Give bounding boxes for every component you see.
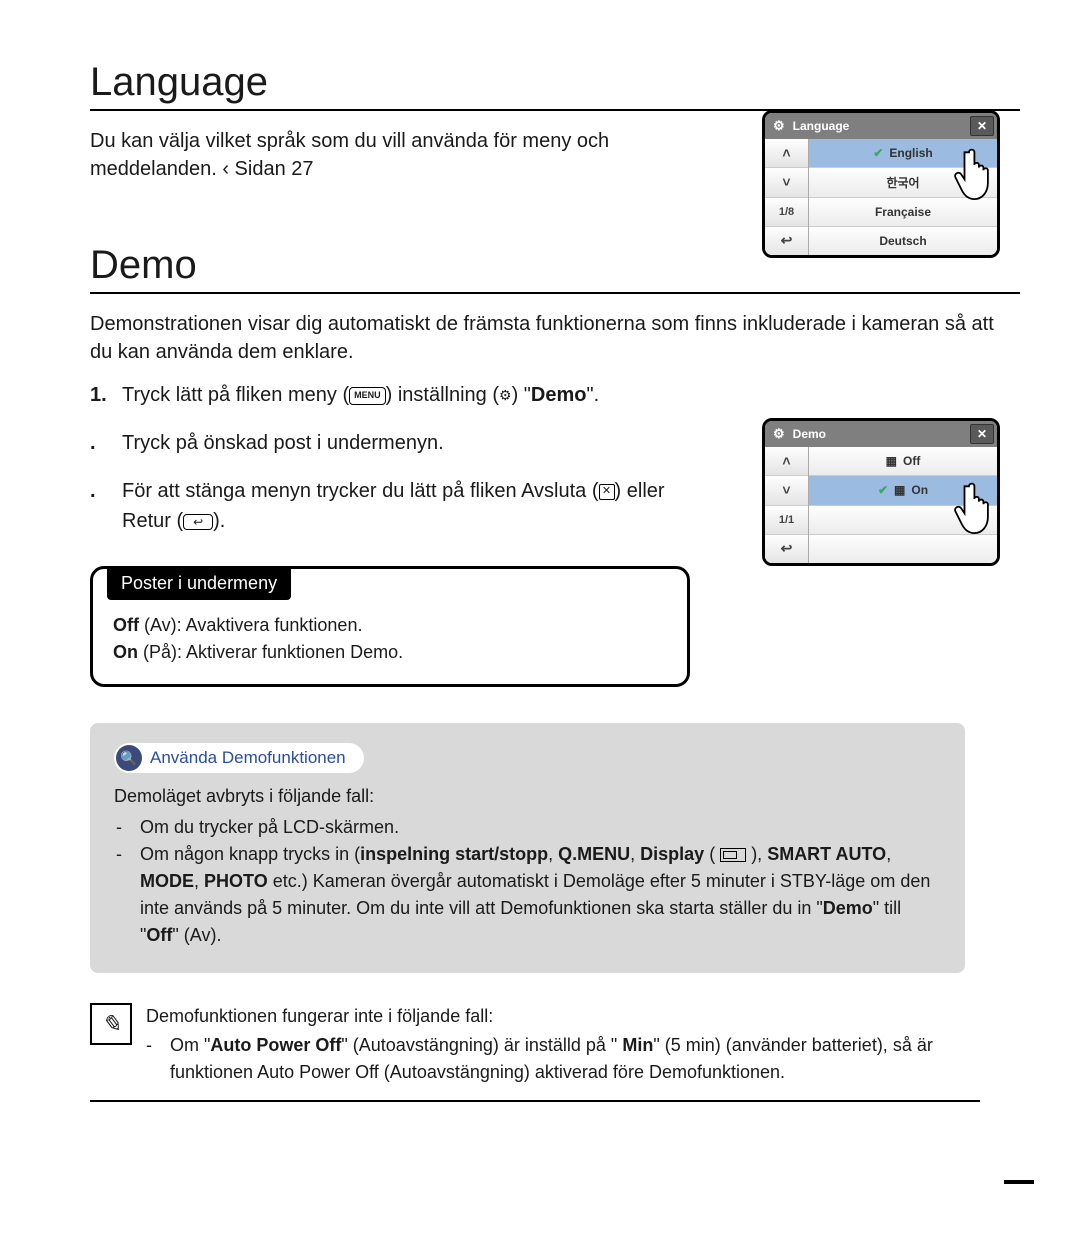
language-option-label: 한국어 — [886, 174, 919, 191]
language-screen-list: ✔ English 한국어 Française Deutsch — [809, 139, 997, 255]
note-bullet: - Om "Auto Power Off" (Autoavstängning) … — [146, 1032, 980, 1086]
submenu-heading: Poster i undermeny — [107, 567, 291, 600]
demo-option[interactable]: ✔ ▦ On — [809, 476, 997, 505]
language-screen-title: Language — [793, 119, 850, 133]
demo-screen-leftcol: ˄ ˅ 1/1 ↩ — [765, 447, 809, 563]
note-row: ✎ Demofunktionen fungerar inte i följand… — [90, 1003, 980, 1102]
display-icon — [720, 848, 746, 862]
submenu-off-line: Off (Av): Avaktivera funktionen. — [113, 612, 667, 639]
demo-steps: 1. Tryck lätt på fliken meny (MENU) inst… — [90, 380, 710, 536]
language-screen-body: ˄ ˅ 1/8 ↩ ✔ English 한국어 Française Deutsch — [765, 139, 997, 255]
language-option-label: English — [889, 146, 932, 160]
page-end-bar — [1004, 1180, 1034, 1184]
tip-pill-text: Använda Demofunktionen — [150, 748, 346, 768]
submenu-on-line: On (På): Aktiverar funktionen Demo. — [113, 639, 667, 666]
close-icon[interactable]: ✕ — [970, 424, 994, 444]
return-button[interactable]: ↩ — [765, 535, 808, 563]
tip-text: Demoläget avbryts i följande fall: -Om d… — [114, 783, 941, 949]
demo-intro: Demonstrationen visar dig automatiskt de… — [90, 310, 1020, 366]
step-1: 1. Tryck lätt på fliken meny (MENU) inst… — [90, 380, 710, 410]
language-option[interactable]: ✔ English — [809, 139, 997, 168]
language-title: Language — [90, 60, 1020, 111]
tip-line: Demoläget avbryts i följande fall: — [114, 783, 941, 810]
step-text: Tryck lätt på fliken meny (MENU) inställ… — [122, 380, 599, 410]
gear-icon: ⚙ — [773, 118, 785, 134]
step-text: Tryck på önskad post i undermenyn. — [122, 428, 444, 458]
step-2: . Tryck på önskad post i undermenyn. — [90, 428, 710, 458]
gear-icon: ⚙ — [499, 387, 512, 403]
demo-screen-title: Demo — [793, 427, 826, 441]
step-3: . För att stänga menyn trycker du lätt p… — [90, 476, 710, 536]
demo-screen-list: ▦ Off ✔ ▦ On — [809, 447, 997, 563]
language-intro: Du kan välja vilket språk som du vill an… — [90, 127, 710, 183]
demo-screen-body: ˄ ˅ 1/1 ↩ ▦ Off ✔ ▦ On — [765, 447, 997, 563]
note-icon: ✎ — [90, 1003, 132, 1045]
note-line: Demofunktionen fungerar inte i följande … — [146, 1003, 980, 1030]
language-option-label: Française — [875, 205, 931, 219]
scroll-up-button[interactable]: ˄ — [765, 139, 808, 168]
demo-screen-topbar: ⚙ Demo ✕ — [765, 421, 997, 447]
close-icon[interactable]: ✕ — [970, 116, 994, 136]
check-icon: ✔ — [878, 483, 888, 497]
language-option-label: Deutsch — [879, 234, 926, 248]
tip-bullet: -Om du trycker på LCD-skärmen. — [116, 814, 941, 841]
demo-option[interactable]: ▦ Off — [809, 447, 997, 476]
tip-bullet: - Om någon knapp trycks in (inspelning s… — [116, 841, 941, 949]
demo-screen: ⚙ Demo ✕ ˄ ˅ 1/1 ↩ ▦ Off ✔ ▦ On — [762, 418, 1000, 566]
tip-box: 🔍 Använda Demofunktionen Demoläget avbry… — [90, 723, 965, 973]
page-indicator: 1/1 — [765, 506, 808, 535]
note-text: Demofunktionen fungerar inte i följande … — [146, 1003, 980, 1086]
language-screen: ⚙ Language ✕ ˄ ˅ 1/8 ↩ ✔ English 한국어 Fran… — [762, 110, 1000, 258]
step-number: 1. — [90, 380, 110, 410]
demo-option-empty — [809, 535, 997, 563]
menu-icon: MENU — [349, 387, 386, 405]
search-icon: 🔍 — [116, 745, 142, 771]
language-screen-topbar: ⚙ Language ✕ — [765, 113, 997, 139]
language-option[interactable]: 한국어 — [809, 168, 997, 197]
scroll-up-button[interactable]: ˄ — [765, 447, 808, 476]
language-option[interactable]: Française — [809, 198, 997, 227]
demo-option-label: Off — [903, 454, 920, 468]
film-icon: ▦ — [886, 454, 897, 468]
film-icon: ▦ — [894, 483, 905, 497]
demo-option-label: On — [911, 483, 928, 497]
scroll-down-button[interactable]: ˅ — [765, 168, 808, 197]
language-screen-leftcol: ˄ ˅ 1/8 ↩ — [765, 139, 809, 255]
close-icon: ✕ — [599, 484, 615, 500]
step-text: För att stänga menyn trycker du lätt på … — [122, 476, 710, 536]
step-bullet: . — [90, 428, 110, 458]
submenu-box: Poster i undermeny Off (Av): Avaktivera … — [90, 566, 690, 687]
demo-option-empty — [809, 506, 997, 535]
page-indicator: 1/8 — [765, 198, 808, 227]
return-icon: ↩ — [183, 514, 213, 530]
language-option[interactable]: Deutsch — [809, 227, 997, 255]
step-bullet: . — [90, 476, 110, 536]
return-button[interactable]: ↩ — [765, 227, 808, 255]
gear-icon: ⚙ — [773, 426, 785, 442]
check-icon: ✔ — [873, 146, 883, 160]
scroll-down-button[interactable]: ˅ — [765, 476, 808, 505]
tip-pill: 🔍 Använda Demofunktionen — [114, 743, 364, 773]
